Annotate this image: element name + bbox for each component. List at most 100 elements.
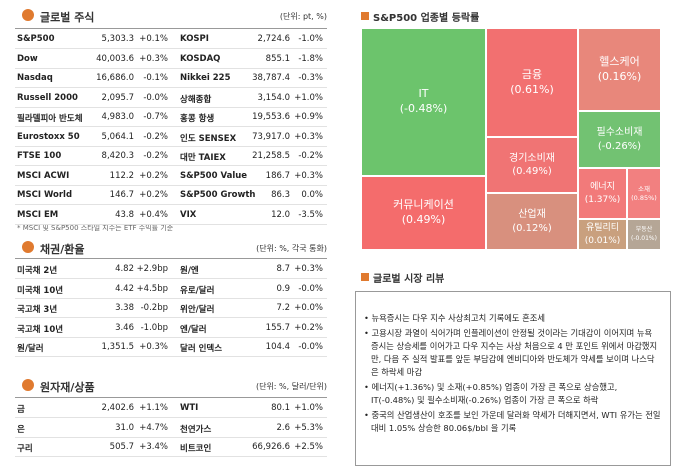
label: 은 — [17, 424, 25, 435]
treemap-cell: 커뮤니케이션 (0.49%) — [361, 176, 486, 250]
label: KOSDAQ — [180, 53, 221, 64]
value: +0.2% — [139, 190, 168, 200]
treemap: IT (-0.48%) 커뮤니케이션 (0.49%) 금융 (0.61%) 헬스케어 (0.1… — [361, 28, 661, 250]
value: +0.3% — [294, 170, 323, 181]
treemap-cell: IT (-0.48%) — [361, 28, 486, 176]
value: -3.5% — [298, 209, 323, 220]
table-rule — [15, 397, 327, 398]
icon — [22, 379, 34, 391]
label: 미국채 10년 — [17, 285, 64, 296]
treemap-cell: 산업재 (0.12%) — [486, 193, 578, 250]
table-row: 구리 505.7 +3.4% 비트코인 66,926.6 +2.5% — [15, 437, 327, 457]
cell-value: (-0.48%) — [399, 102, 448, 115]
label: Dow — [17, 53, 38, 64]
treemap-cell: 경기소비재 (0.49%) — [486, 137, 578, 193]
label: 홍콩 항생 — [180, 114, 215, 124]
value: -0.7% — [143, 112, 168, 122]
table-row: 필라델피아 반도체 4,983.0 -0.7% 홍콩 항생 19,553.6 +0.9% — [15, 107, 327, 127]
cell-name: 커뮤니케이션 — [393, 198, 454, 212]
icon — [361, 273, 369, 281]
label: 원/달러 — [17, 344, 44, 354]
value: 2,724.6 — [257, 34, 290, 44]
bullet: 뉴욕증시는 다우 지수 사상최고치 기록에도 혼조세 — [364, 312, 662, 325]
value: +0.3% — [294, 131, 323, 142]
table-row: Nasdaq 16,686.0 -0.1% Nikkei 225 38,787.4 -0.… — [15, 68, 327, 88]
value: 1,351.5 — [101, 342, 134, 352]
cell-name: 헬스케어 — [599, 54, 640, 68]
label: 미국채 2년 — [17, 266, 58, 276]
value: 80.1 — [271, 403, 290, 413]
value: 855.1 — [265, 53, 290, 64]
label: FTSE 100 — [17, 151, 62, 161]
label: Nasdaq — [17, 73, 53, 83]
treemap-cell: 소재 (0.85%) — [627, 168, 661, 219]
label: WTI — [180, 403, 199, 413]
label: MSCI ACWI — [17, 170, 70, 181]
value: 5,064.1 — [101, 131, 134, 142]
bullet: 중국의 산업생산이 호조를 보인 가운데 달러화 약세가 더해지면서, WTI … — [364, 409, 662, 435]
value: 104.4 — [265, 342, 290, 352]
value: +3.4% — [139, 442, 168, 452]
label: Nikkei 225 — [180, 73, 231, 83]
value: 186.7 — [265, 170, 290, 181]
value: 31.0 — [115, 422, 134, 433]
value: 38,787.4 — [252, 73, 290, 83]
label: S&P500 — [17, 34, 55, 44]
note: * MSCI 및 S&P500 스타일 지수는 ETF 수익률 기준 — [17, 224, 174, 232]
value: +0.1% — [139, 34, 168, 44]
cell-value: (0.16%) — [597, 69, 642, 83]
icon — [22, 241, 34, 253]
cell-value: (-0.01%) — [631, 234, 657, 242]
value: +1.0% — [294, 92, 323, 103]
value: -0.0% — [298, 342, 323, 352]
value: 73,917.0 — [252, 131, 290, 142]
unit: (단위: %, 각국 통화) — [256, 244, 327, 253]
label: 천연가스 — [180, 424, 212, 435]
treemap-cell: 헬스케어 (0.16%) — [578, 28, 661, 111]
value: 86.3 — [271, 190, 290, 200]
value: +0.3% — [139, 342, 168, 352]
value: 2,402.6 — [101, 403, 134, 413]
value: 16,686.0 — [96, 73, 134, 83]
table-row: Eurostoxx 50 5,064.1 -0.2% 인도 SENSEX 73,917.… — [15, 127, 327, 147]
label: 비트코인 — [180, 444, 212, 454]
value: +0.3% — [294, 264, 323, 274]
value: -0.0% — [298, 283, 323, 294]
cell-value: (0.12%) — [512, 222, 552, 234]
value: 146.7 — [109, 190, 134, 200]
value: 3.38 — [115, 303, 134, 313]
table-row: 국고채 10년 3.46 -1.0bp 엔/달러 155.7 +0.2% — [15, 318, 327, 338]
table-row: Dow 40,003.6 +0.3% KOSDAQ 855.1 -1.8% — [15, 49, 327, 69]
label: Eurostoxx 50 — [17, 131, 80, 142]
value: 0.9 — [276, 283, 290, 294]
cell-value: (0.85%) — [631, 193, 657, 202]
value: -0.2% — [298, 151, 323, 161]
section-title: S&P500 업종별 등락률 — [373, 13, 480, 24]
label: MSCI EM — [17, 209, 59, 220]
value: 112.2 — [109, 170, 134, 181]
label: 유로/달러 — [180, 285, 215, 296]
label: S&P500 Value — [180, 170, 248, 181]
table-row: Russell 2000 2,095.7 -0.0% 상해종합 3,154.0 +1.0% — [15, 88, 327, 108]
icon — [361, 12, 369, 20]
section-title: 글로벌 주식 — [40, 11, 95, 24]
section-title: 원자재/상품 — [40, 381, 95, 394]
label: 대만 TAIEX — [180, 153, 226, 163]
cell-value: (-0.26%) — [597, 140, 642, 152]
value: 12.0 — [271, 209, 290, 220]
label: 위안/달러 — [180, 305, 215, 315]
label: 구리 — [17, 444, 33, 454]
value: 40,003.6 — [96, 53, 134, 64]
treemap-cell: 금융 (0.61%) — [486, 28, 578, 137]
bullet: 에너지(+1.36%) 및 소재(+0.85%) 업종이 가장 큰 폭으로 상승… — [364, 381, 662, 407]
section-title: 채권/환율 — [40, 243, 85, 256]
label: MSCI World — [17, 190, 73, 200]
label: 필라델피아 반도체 — [17, 114, 83, 124]
value: +4.7% — [139, 422, 168, 433]
table-row: 미국채 10년 4.42 +4.5bp 유로/달러 0.9 -0.0% — [15, 279, 327, 299]
cell-value: (0.01%) — [584, 235, 621, 246]
value: +0.2% — [294, 322, 323, 333]
value: +0.9% — [294, 112, 323, 122]
label: VIX — [180, 209, 197, 220]
label: 국고채 3년 — [17, 305, 58, 315]
